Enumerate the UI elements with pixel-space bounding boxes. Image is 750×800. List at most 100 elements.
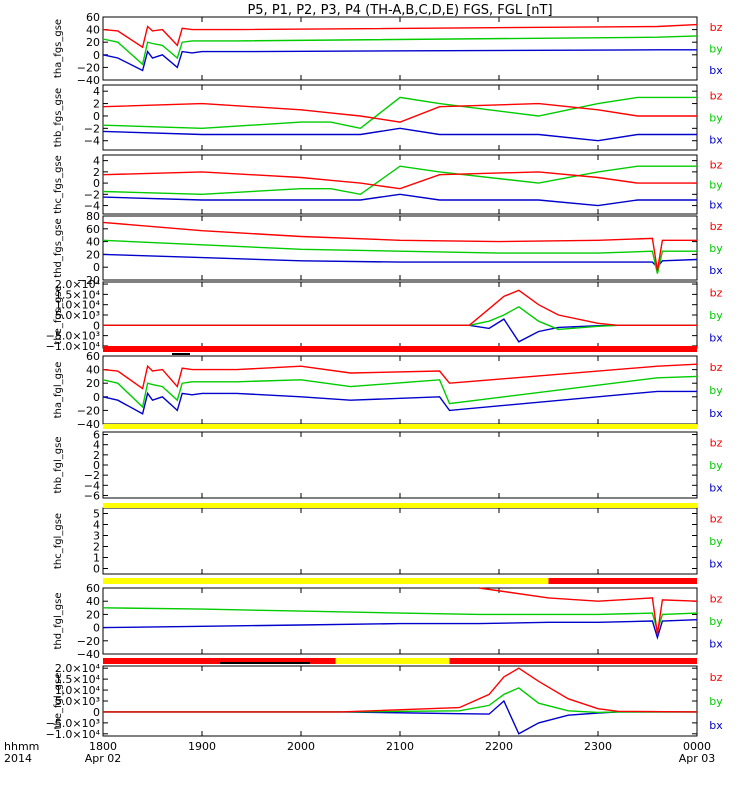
panel-frame — [102, 215, 698, 281]
y-tick-label: 20 — [86, 608, 100, 621]
y-axis-label: the_fgl_gse — [53, 673, 64, 730]
series-by — [102, 165, 697, 196]
panel-frame — [102, 154, 698, 215]
y-tick-label: 60 — [86, 11, 100, 24]
x-tick-sublabel: Apr 03 — [679, 752, 716, 765]
legend-bx: bx — [709, 557, 723, 570]
y-tick-label: 4 — [93, 155, 100, 168]
y-tick-label: −5.0×10³ — [46, 330, 100, 343]
series-by — [102, 607, 698, 634]
panel-frame — [102, 665, 698, 737]
x-tick-label: 2100 — [386, 740, 414, 753]
series-bz — [103, 289, 697, 326]
y-tick-label: 5.0×10³ — [55, 695, 100, 708]
series-bx — [103, 699, 697, 735]
legend-bx: bx — [709, 331, 723, 344]
y-tick-label: 1.5×10⁴ — [55, 673, 101, 686]
y-tick-label: 5.0×10³ — [55, 309, 100, 322]
series-by — [103, 305, 697, 331]
series-bz — [103, 667, 698, 713]
y-tick-label: 2 — [93, 541, 100, 554]
y-tick-label: 3 — [93, 530, 100, 543]
series-bz — [479, 587, 698, 635]
y-axis-label: tha_fgl_gse — [53, 362, 64, 419]
legend-by: by — [709, 615, 723, 628]
y-tick-label: 0 — [93, 391, 100, 404]
y-tick-label: −20 — [77, 404, 100, 417]
y-tick-label: −5.0×10³ — [46, 717, 100, 730]
y-tick-label: 0 — [93, 49, 100, 62]
y-tick-label: −40 — [77, 418, 100, 431]
y-tick-label: 20 — [86, 36, 100, 49]
y-tick-label: 2 — [93, 98, 100, 111]
y-axis-label: thd_fgs_gse — [53, 218, 64, 277]
status-bar — [449, 658, 697, 664]
panel-the_fgs_gse: 2.0×10⁴1.5×10⁴1.0×10⁴5.0×10³0−5.0×10³−1.… — [46, 278, 724, 353]
status-bar — [103, 658, 336, 664]
y-tick-label: −2 — [84, 188, 100, 201]
legend-bx: bx — [709, 64, 723, 77]
legend-bz: bz — [710, 361, 723, 374]
status-marker — [220, 662, 310, 664]
y-axis-label: thd_fgl_gse — [53, 593, 64, 650]
status-bar — [548, 578, 697, 584]
y-tick-label: 2 — [93, 449, 100, 462]
legend-bx: bx — [709, 134, 723, 147]
series-bx — [103, 318, 697, 343]
y-tick-label: 80 — [86, 210, 100, 223]
status-marker — [172, 353, 190, 355]
y-tick-label: 40 — [86, 364, 100, 377]
y-tick-label: 0 — [93, 706, 100, 719]
series-by — [102, 96, 697, 130]
y-tick-label: 0 — [93, 261, 100, 274]
x-tick-label: 2300 — [584, 740, 612, 753]
x-tick-label: 0000 — [683, 740, 711, 753]
panel-the_fgl_gse: 2.0×10⁴1.5×10⁴1.0×10⁴5.0×10³0−5.0×10³−1.… — [46, 662, 724, 741]
legend-bx: bx — [709, 407, 723, 420]
series-by — [102, 375, 698, 409]
legend-by: by — [709, 535, 723, 548]
y-tick-label: 40 — [86, 595, 100, 608]
legend-bx: bx — [709, 199, 723, 212]
status-bar — [335, 658, 450, 664]
y-tick-label: 0 — [93, 177, 100, 190]
legend-by: by — [709, 242, 723, 255]
legend-by: by — [709, 112, 723, 125]
y-tick-label: 1.5×10⁴ — [55, 288, 101, 301]
y-tick-label: 1 — [93, 552, 100, 565]
chart-title: P5, P1, P2, P3, P4 (TH-A,B,C,D,E) FGS, F… — [247, 3, 552, 18]
y-tick-label: 0 — [93, 563, 100, 576]
series-bx — [102, 390, 697, 415]
y-tick-label: −6 — [84, 489, 100, 502]
x-axis-label-year: 2014 — [4, 752, 32, 765]
y-tick-label: 1.0×10⁴ — [55, 299, 101, 312]
status-bar — [103, 424, 697, 429]
series-bz — [102, 23, 698, 49]
y-tick-label: −20 — [77, 274, 100, 287]
y-tick-label: −2 — [84, 469, 100, 482]
y-tick-label: 0 — [93, 319, 100, 332]
series-bz — [102, 171, 697, 190]
y-tick-label: −4 — [84, 479, 100, 492]
legend-bz: bz — [710, 89, 723, 102]
series-bx — [102, 193, 697, 207]
legend-by: by — [709, 459, 723, 472]
y-tick-label: 0 — [93, 459, 100, 472]
y-tick-label: 40 — [86, 236, 100, 249]
y-tick-label: −4 — [84, 135, 100, 148]
legend-bz: bz — [710, 593, 723, 606]
legend-bx: bx — [709, 264, 723, 277]
legend-bz: bz — [710, 671, 723, 684]
legend-bz: bz — [710, 158, 723, 171]
legend-by: by — [709, 309, 723, 322]
y-tick-label: 5 — [93, 508, 100, 521]
x-tick-label: 2000 — [287, 740, 315, 753]
y-tick-label: 4 — [93, 519, 100, 532]
